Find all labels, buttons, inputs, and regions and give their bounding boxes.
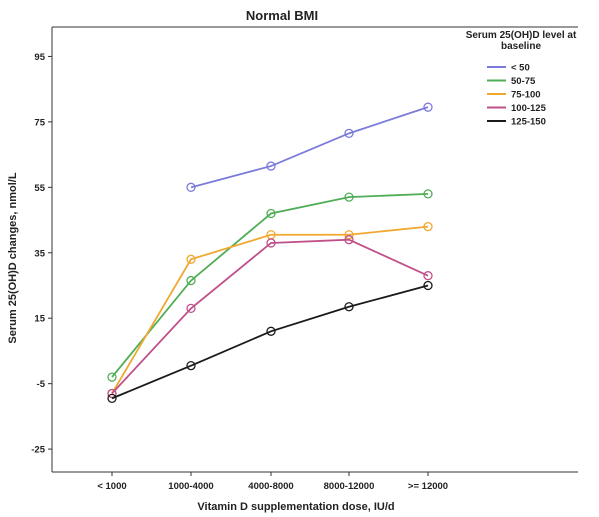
data-point	[186, 303, 196, 314]
legend-item: 100-125	[487, 103, 547, 114]
series-1	[107, 189, 433, 382]
y-axis-label: Serum 25(OH)D changes, nmol/L	[7, 172, 19, 343]
series-2	[107, 221, 433, 399]
y-tick-label: 55	[34, 183, 45, 194]
data-point	[186, 182, 196, 192]
series-4	[107, 280, 433, 404]
data-point	[266, 238, 276, 248]
legend-item: 75-100	[487, 90, 541, 101]
series-line	[111, 225, 429, 394]
data-point	[344, 192, 354, 202]
chart-title: Normal BMI	[246, 8, 318, 23]
data-point	[107, 372, 117, 382]
y-tick-label: -25	[31, 445, 45, 456]
legend-title: Serum 25(OH)D level at	[466, 30, 577, 41]
y-tick-label: 35	[34, 248, 45, 259]
legend-label: < 50	[511, 63, 530, 74]
legend-label: 125-150	[511, 117, 546, 128]
x-tick-label: 8000-12000	[324, 481, 375, 492]
x-axis-label: Vitamin D supplementation dose, IU/d	[197, 501, 394, 513]
legend-item: 50-75	[487, 76, 536, 87]
x-tick-label: >= 12000	[408, 481, 448, 492]
y-tick-label: -5	[37, 379, 46, 390]
series-3	[107, 235, 433, 399]
data-point	[186, 275, 196, 286]
data-point	[423, 189, 433, 199]
x-tick-label: 1000-4000	[168, 481, 213, 492]
data-point	[186, 361, 196, 371]
legend-title: baseline	[501, 41, 541, 52]
series-0	[186, 102, 433, 192]
legend-label: 100-125	[511, 103, 547, 114]
y-tick-label: 95	[34, 52, 45, 63]
data-point	[266, 161, 276, 171]
data-point	[266, 208, 276, 219]
data-point	[344, 230, 354, 240]
axes: 95 75 55 35 15 -5 -25 < 1000 1000-4000 4000-8000 8…	[31, 26, 578, 492]
data-point	[344, 302, 354, 312]
series-line	[190, 106, 429, 189]
x-tick-label: 4000-8000	[248, 481, 293, 492]
legend-item: < 50	[487, 63, 530, 74]
data-point	[186, 254, 196, 264]
legend-label: 75-100	[511, 90, 541, 101]
data-point	[423, 271, 433, 281]
series-layer	[107, 102, 433, 404]
y-tick-label: 75	[34, 117, 45, 128]
data-point	[266, 326, 276, 336]
data-point	[423, 102, 433, 112]
data-point	[423, 280, 433, 291]
data-point	[107, 393, 117, 404]
data-point	[344, 128, 354, 138]
legend-item: 125-150	[487, 117, 546, 128]
x-tick-label: < 1000	[97, 481, 126, 492]
legend-label: 50-75	[511, 76, 536, 87]
series-line	[111, 192, 429, 378]
series-line	[111, 238, 429, 395]
data-point	[344, 235, 354, 245]
data-point	[423, 221, 433, 232]
y-tick-label: 15	[34, 314, 45, 325]
series-line	[111, 284, 429, 400]
